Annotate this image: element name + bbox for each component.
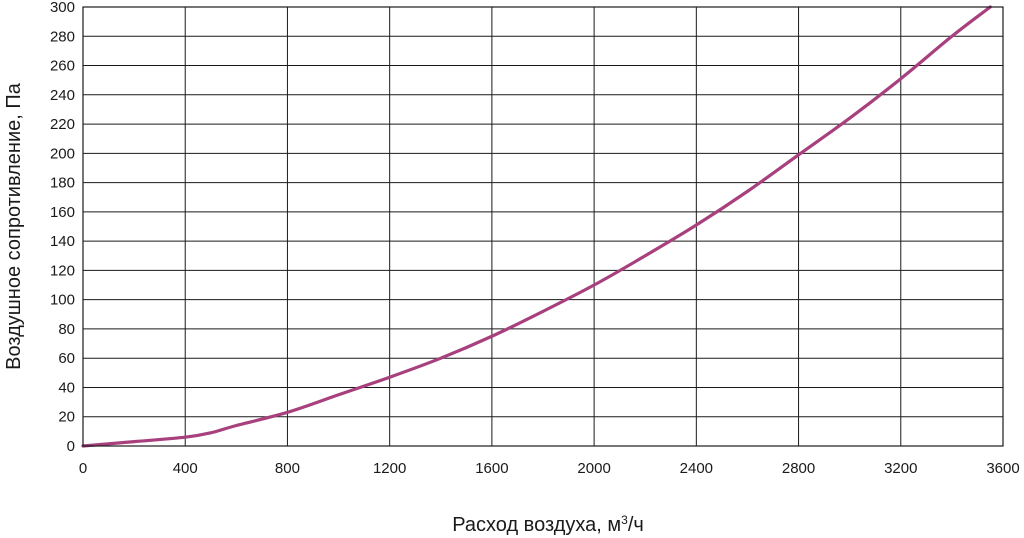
y-tick-label: 280 xyxy=(50,28,75,45)
y-tick-label: 80 xyxy=(58,321,75,338)
x-tick-label: 1600 xyxy=(475,460,508,477)
x-axis-title: Расход воздуха, м3/ч xyxy=(452,513,644,536)
y-tick-label: 120 xyxy=(50,262,75,279)
y-tick-label: 100 xyxy=(50,292,75,309)
x-axis-title-suffix: /ч xyxy=(628,514,644,536)
grid xyxy=(82,6,1004,447)
x-tick-label: 3600 xyxy=(986,460,1019,477)
y-tick-label: 260 xyxy=(50,58,75,75)
x-tick-labels: 0 400 800 1200 1600 2000 2400 2800 3200 3600 xyxy=(79,460,1020,477)
y-tick-label: 200 xyxy=(50,145,75,162)
x-tick-label: 400 xyxy=(173,460,198,477)
x-tick-label: 2800 xyxy=(782,460,815,477)
y-tick-label: 300 xyxy=(50,0,75,16)
y-tick-label: 160 xyxy=(50,204,75,221)
y-tick-label: 140 xyxy=(50,233,75,250)
x-tick-label: 2000 xyxy=(577,460,610,477)
x-axis-title-superscript: 3 xyxy=(621,513,628,527)
y-axis-title: Воздушное сопротивление, Па xyxy=(3,82,25,370)
y-tick-label: 20 xyxy=(58,409,75,426)
y-tick-label: 60 xyxy=(58,350,75,367)
y-tick-label: 240 xyxy=(50,87,75,104)
y-tick-labels: 0 20 40 60 80 100 120 140 160 180 200 220 240 260 280 3… xyxy=(50,0,75,455)
y-tick-label: 220 xyxy=(50,116,75,133)
x-tick-label: 3200 xyxy=(884,460,917,477)
series-layer xyxy=(81,5,992,448)
series-line xyxy=(81,5,992,448)
y-tick-label: 40 xyxy=(58,379,75,396)
x-tick-label: 0 xyxy=(79,460,87,477)
x-tick-label: 1200 xyxy=(373,460,406,477)
x-tick-label: 800 xyxy=(275,460,300,477)
x-axis-title-main: Расход воздуха, м xyxy=(452,514,621,536)
y-tick-label: 180 xyxy=(50,175,75,192)
x-tick-label: 2400 xyxy=(680,460,713,477)
y-tick-label: 0 xyxy=(67,438,75,455)
plot-frame xyxy=(82,6,1004,447)
